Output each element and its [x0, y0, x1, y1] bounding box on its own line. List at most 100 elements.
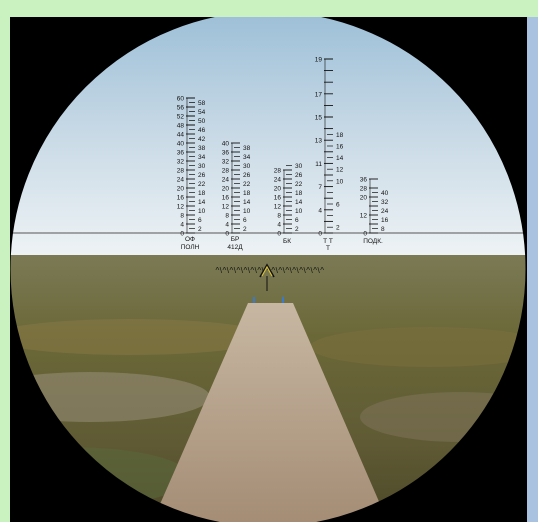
- scale-tt: 0 4 7 11 13 15 17 19 2 6 10 12 14 16 18 Т ТТ: [315, 57, 344, 253]
- scale-tick-label-left: 8: [180, 213, 184, 220]
- terrain-patch: [310, 327, 526, 367]
- scale-tick-label-right: 46: [198, 127, 206, 134]
- scale-tick-label-right: 6: [336, 202, 340, 209]
- scale-tick-label-right: 34: [198, 154, 206, 161]
- scale-tick-label-left: 16: [222, 195, 230, 202]
- scale-tick-label-left: 20: [274, 186, 282, 193]
- scale-tick-label-left: 32: [222, 159, 230, 166]
- gunsight-view[interactable]: 0 4 8 12 16 20 24 28 32 36 40 44 48 52 56 60 2 6 10 14 18 22 2…: [10, 17, 527, 522]
- scale-tick-label-left: 11: [315, 161, 322, 168]
- scale-tick-label-right: 42: [198, 136, 206, 143]
- gunsight-scope: 0481216202428323640444852566026101418222…: [10, 17, 527, 522]
- scale-tick-label-left: 56: [177, 105, 185, 112]
- scale-tick-label-left: 44: [177, 132, 185, 139]
- scale-tick-label-left: 4: [180, 222, 184, 229]
- scale-tick-label-left: 13: [315, 138, 323, 145]
- scale-tick-label-left: 0: [277, 231, 281, 238]
- scale-tick-label-right: 6: [243, 217, 247, 224]
- scale-tick-label-right: 40: [381, 190, 389, 197]
- scale-tick-label-right: 18: [295, 190, 303, 197]
- scale-tick-label-right: 6: [198, 217, 202, 224]
- scale-tick-label-right: 32: [381, 199, 389, 206]
- scale-label: 412Д: [227, 244, 243, 251]
- scale-tick-label-left: 7: [318, 184, 322, 191]
- scale-tick-label-left: 28: [177, 168, 185, 175]
- scale-tick-label-right: 30: [243, 163, 251, 170]
- scale-tick-label-right: 12: [336, 167, 344, 174]
- aiming-chevron: [259, 263, 275, 291]
- scale-tick-label-right: 16: [381, 217, 389, 224]
- scale-tick-label-left: 40: [177, 141, 185, 148]
- scale-tick-label-right: 10: [336, 178, 344, 185]
- scale-tick-label-right: 14: [336, 155, 344, 162]
- scale-label: ОФ: [185, 236, 195, 243]
- scale-tick-label-right: 50: [198, 118, 206, 125]
- scale-tick-label-right: 10: [295, 208, 303, 215]
- scale-tick-label-right: 16: [336, 144, 344, 151]
- scale-tick-label-right: 26: [295, 172, 303, 179]
- scale-label: ПОДК.: [363, 238, 383, 245]
- scale-label: ПОЛН: [181, 244, 200, 251]
- scale-tick-label-left: 28: [360, 186, 368, 193]
- dirt-road: [150, 303, 390, 522]
- scale-tick-label-right: 58: [198, 100, 206, 107]
- scale-tick-label-left: 32: [177, 159, 185, 166]
- scale-tick-label-left: 48: [177, 123, 185, 130]
- scale-podk: 0 12 20 28 36 8 16 24 32 40 ПОДК.: [360, 177, 389, 246]
- scale-tick-label-left: 28: [222, 168, 230, 175]
- scale-tick-label-right: 14: [243, 199, 251, 206]
- window-edge-strip: [527, 17, 538, 522]
- scale-tick-label-left: 0: [180, 231, 184, 238]
- scale-tick-label-right: 2: [336, 225, 340, 232]
- scale-tick-label-left: 52: [177, 114, 185, 121]
- scale-tick-label-left: 36: [360, 177, 368, 184]
- scale-label: БР: [231, 236, 240, 243]
- scale-tick-label-right: 22: [198, 181, 206, 188]
- sky: [10, 17, 526, 257]
- scale-tick-label-left: 36: [222, 150, 230, 157]
- scale-tick-label-right: 18: [336, 132, 344, 139]
- scale-tick-label-right: 10: [243, 208, 251, 215]
- scale-label: Т Т: [323, 238, 333, 245]
- scale-tick-label-left: 16: [274, 195, 282, 202]
- scale-tick-label-left: 12: [274, 204, 282, 211]
- scale-tick-label-left: 40: [222, 141, 230, 148]
- scale-tick-label-right: 6: [295, 217, 299, 224]
- scale-tick-label-left: 8: [225, 213, 229, 220]
- scale-tick-label-right: 26: [198, 172, 206, 179]
- scale-tick-label-right: 2: [198, 226, 202, 233]
- scale-tick-label-left: 16: [177, 195, 185, 202]
- terrain-patch: [10, 319, 270, 355]
- scale-tick-label-right: 10: [198, 208, 206, 215]
- scale-tick-label-left: 0: [318, 231, 322, 238]
- scale-tick-label-left: 60: [177, 96, 185, 103]
- scale-tick-label-left: 4: [277, 222, 281, 229]
- scale-tick-label-left: 36: [177, 150, 185, 157]
- scale-tick-label-left: 19: [315, 57, 323, 64]
- scale-tick-label-right: 14: [295, 199, 303, 206]
- scale-tick-label-left: 0: [225, 231, 229, 238]
- scale-tick-label-left: 8: [277, 213, 281, 220]
- scale-tick-label-left: 28: [274, 168, 282, 175]
- scale-label: Т: [326, 245, 330, 252]
- scale-tick-label-right: 30: [295, 163, 303, 170]
- scale-tick-label-right: 34: [243, 154, 251, 161]
- scale-tick-label-left: 15: [315, 115, 323, 122]
- scale-tick-label-right: 2: [295, 226, 299, 233]
- scale-tick-label-right: 30: [198, 163, 206, 170]
- scope-rim: [10, 17, 527, 522]
- scale-tick-label-left: 24: [177, 177, 185, 184]
- distant-marker: [253, 297, 255, 303]
- scale-tick-label-right: 14: [198, 199, 206, 206]
- scale-of: 0481216202428323640444852566026101418222…: [177, 96, 206, 252]
- scale-tick-label-right: 38: [243, 145, 251, 152]
- scale-tick-label-left: 24: [274, 177, 282, 184]
- scale-tick-label-left: 20: [177, 186, 185, 193]
- scale-tick-label-left: 17: [315, 91, 323, 98]
- scale-tick-label-left: 12: [177, 204, 185, 211]
- scale-tick-label-left: 4: [225, 222, 229, 229]
- scale-tick-label-right: 24: [381, 208, 389, 215]
- scope-lens: 0481216202428323640444852566026101418222…: [10, 17, 526, 522]
- scale-tick-label-right: 18: [243, 190, 251, 197]
